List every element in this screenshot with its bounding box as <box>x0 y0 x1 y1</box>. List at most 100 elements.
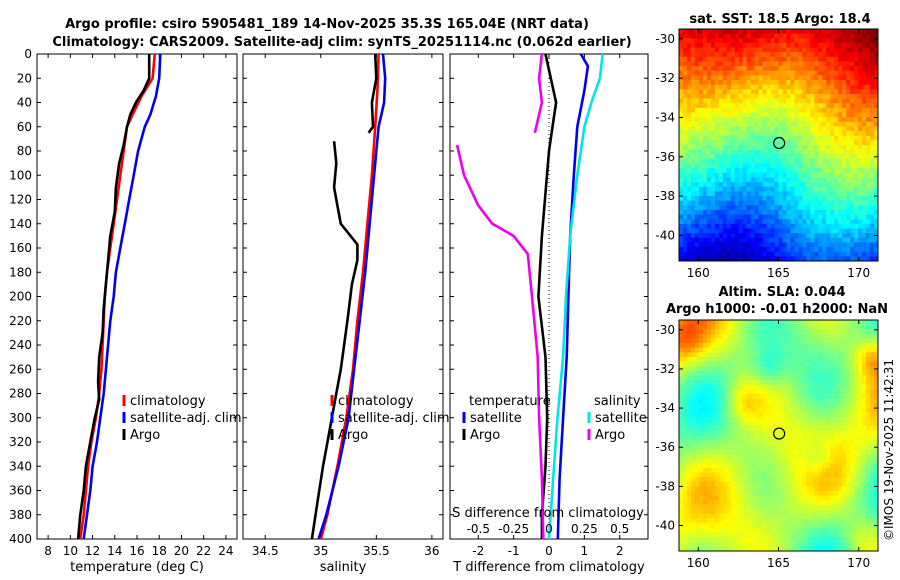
map-cell <box>850 103 855 109</box>
map-cell <box>762 98 768 104</box>
map-cell <box>786 412 792 418</box>
map-cell <box>679 324 684 330</box>
map-cell <box>754 66 760 72</box>
map-cell <box>742 191 748 197</box>
map-cell <box>758 191 764 197</box>
map-cell <box>874 177 878 183</box>
map-cell <box>702 426 708 432</box>
map-cell <box>870 435 875 441</box>
map-cell <box>762 333 768 340</box>
map-cell <box>762 149 768 155</box>
map-cell <box>814 103 819 109</box>
map-cell <box>838 370 843 377</box>
map-cell <box>738 347 744 353</box>
map-cell <box>806 66 811 72</box>
map-cell <box>726 338 732 344</box>
map-cell <box>750 444 756 450</box>
sst-map: 160 165 170-30-32-34-36-38-40 <box>655 28 879 280</box>
map-cell <box>762 421 768 427</box>
map-cell <box>694 481 700 487</box>
map-cell <box>746 33 752 39</box>
map-cell <box>822 449 827 455</box>
map-cell <box>774 324 780 330</box>
map-cell <box>774 214 780 220</box>
map-cell <box>682 247 688 253</box>
map-cell <box>718 324 724 330</box>
map-cell <box>834 370 839 377</box>
map-cell <box>682 163 688 169</box>
map-cell <box>679 80 684 86</box>
map-cell <box>810 490 815 497</box>
map-cell <box>698 463 704 469</box>
map-cell <box>854 223 859 230</box>
map-cell <box>830 463 835 469</box>
map-cell <box>870 403 875 409</box>
map-cell <box>834 38 839 44</box>
map-cell <box>766 247 772 253</box>
map-cell <box>694 393 700 400</box>
map-cell <box>790 29 796 35</box>
map-cell <box>822 338 827 344</box>
map-cell <box>682 149 688 155</box>
map-cell <box>786 384 792 390</box>
map-cell <box>862 486 867 492</box>
map-cell <box>726 196 732 202</box>
map-cell <box>846 177 851 183</box>
map-cell <box>866 149 871 155</box>
map-cell <box>822 145 827 151</box>
map-cell <box>698 52 704 58</box>
map-cell <box>830 191 835 197</box>
map-cell <box>698 407 704 413</box>
map-cell <box>706 324 712 330</box>
map-cell <box>874 472 878 478</box>
map-cell <box>754 393 760 400</box>
map-cell <box>786 47 792 53</box>
map-cell <box>774 486 780 492</box>
map-cell <box>834 42 839 49</box>
map-cell <box>679 361 684 367</box>
map-cell <box>778 103 784 109</box>
map-cell <box>742 149 748 155</box>
map-cell <box>758 384 764 390</box>
map-cell <box>810 324 815 330</box>
map-cell <box>846 33 851 39</box>
map-cell <box>686 375 692 381</box>
map-cell <box>810 380 815 386</box>
map-cell <box>862 33 867 39</box>
map-cell <box>726 103 732 109</box>
map-cell <box>874 84 878 90</box>
map-cell <box>818 107 823 114</box>
map-cell <box>854 509 859 515</box>
map-cell <box>782 191 788 197</box>
map-cell <box>770 93 776 100</box>
map-cell <box>762 103 768 109</box>
map-cell <box>706 117 712 123</box>
map-cell <box>802 89 807 95</box>
map-cell <box>834 518 839 524</box>
map-cell <box>790 135 796 141</box>
map-cell <box>842 256 847 261</box>
map-cell <box>794 84 799 90</box>
map-cell <box>679 403 684 409</box>
map-cell <box>770 237 776 244</box>
map-cell <box>698 168 704 174</box>
map-cell <box>862 214 867 220</box>
map-cell <box>714 163 720 169</box>
map-cell <box>854 486 859 492</box>
map-cell <box>814 389 819 395</box>
map-cell <box>806 149 811 155</box>
map-cell <box>874 361 878 367</box>
map-cell <box>722 47 728 53</box>
map-cell <box>834 131 839 137</box>
map-cell <box>730 163 736 169</box>
map-cell <box>734 223 740 230</box>
map-cell <box>774 140 780 146</box>
map-cell <box>802 29 807 35</box>
map-cell <box>698 107 704 114</box>
map-cell <box>782 356 788 363</box>
map-cell <box>810 172 815 179</box>
map-cell <box>838 356 843 363</box>
map-cell <box>798 329 803 335</box>
map-cell <box>778 145 784 151</box>
map-cell <box>742 389 748 395</box>
